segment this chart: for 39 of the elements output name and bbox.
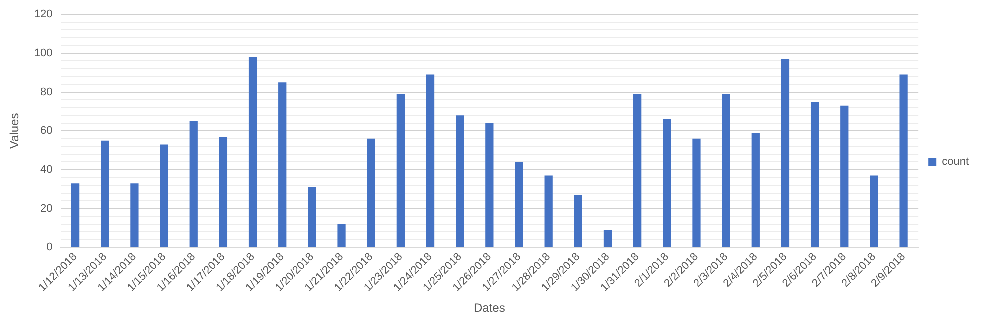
bar (574, 195, 582, 248)
bar (515, 162, 524, 248)
bar (604, 230, 612, 248)
y-axis-title: Values (8, 113, 22, 150)
y-tick-label: 20 (40, 202, 53, 215)
x-axis-title: Dates (474, 301, 506, 316)
y-tick-label: 40 (40, 164, 53, 176)
bar (634, 94, 642, 248)
bar (752, 133, 760, 248)
bar (130, 184, 139, 248)
bar (722, 94, 730, 248)
bar (190, 121, 198, 248)
bar (870, 176, 878, 248)
y-tick-label: 80 (40, 86, 53, 98)
bar (486, 123, 494, 248)
bar (840, 106, 849, 248)
bar (160, 144, 168, 248)
bar (426, 74, 435, 248)
bar (544, 176, 553, 248)
bar (663, 119, 672, 248)
bar (692, 138, 701, 248)
bar (367, 138, 376, 248)
bar (781, 59, 790, 248)
bar (900, 74, 908, 248)
y-tick-label: 100 (34, 47, 53, 60)
bar (101, 140, 110, 248)
y-tick-label: 120 (34, 8, 53, 21)
bar (396, 94, 405, 248)
bar (219, 136, 228, 248)
bar (338, 224, 346, 248)
bar (810, 102, 820, 248)
bar (248, 57, 258, 248)
bar (71, 184, 80, 248)
bar (456, 116, 464, 248)
y-tick-label: 60 (40, 125, 53, 138)
bar (278, 82, 287, 248)
y-tick-label: 0 (46, 242, 53, 254)
legend-label: count (942, 156, 970, 168)
bar (308, 187, 316, 248)
